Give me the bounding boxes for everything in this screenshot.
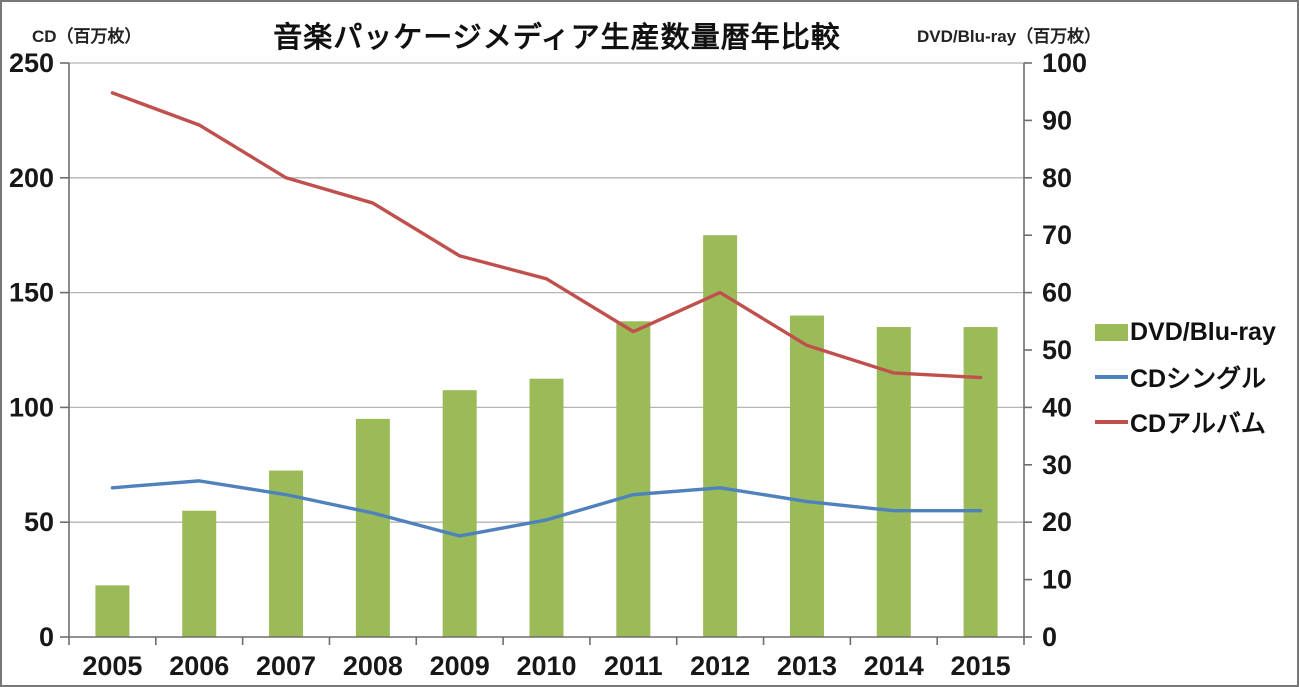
x-axis-label-2005: 2005 — [82, 651, 142, 681]
bar-2005 — [95, 585, 130, 637]
left-axis-tick-label: 50 — [24, 507, 54, 537]
x-axis-label-2009: 2009 — [430, 651, 490, 681]
legend-item-cd-single: CDシングル — [1095, 362, 1267, 393]
right-axis-tick-label: 0 — [1042, 622, 1057, 652]
right-axis-title: DVD/Blu-ray（百万枚） — [917, 27, 1102, 46]
left-axis-tick-label: 150 — [9, 278, 54, 308]
x-axis-label-2011: 2011 — [604, 651, 663, 681]
right-axis-tick-label: 100 — [1042, 48, 1087, 78]
right-axis-tick-label: 60 — [1042, 278, 1072, 308]
bar-2009 — [442, 390, 477, 637]
x-axis-label-2010: 2010 — [516, 651, 576, 681]
legend-item-dvd-bluray: DVD/Blu-ray — [1095, 317, 1276, 347]
right-axis-tick-label: 20 — [1042, 507, 1072, 537]
left-axis-title: CD（百万枚） — [32, 27, 142, 46]
bar-2008 — [355, 418, 390, 637]
bar-2011 — [616, 321, 651, 637]
x-axis-label-2007: 2007 — [256, 651, 316, 681]
legend-label-cd-single: CDシングル — [1130, 365, 1267, 393]
bar-2013 — [789, 315, 824, 637]
left-axis-tick-label: 250 — [9, 48, 54, 78]
cd-single-line-swatch-icon — [1095, 375, 1128, 379]
left-axis-tick-label: 100 — [9, 392, 54, 422]
x-axis-label-2012: 2012 — [690, 651, 750, 681]
dvd-bluray-swatch-icon — [1095, 323, 1128, 341]
cd-album-line-swatch-icon — [1095, 420, 1128, 424]
x-axis-label-2008: 2008 — [343, 651, 403, 681]
legend-label-dvd-bluray: DVD/Blu-ray — [1130, 317, 1276, 346]
right-axis-tick-label: 10 — [1042, 565, 1072, 595]
x-axis-label-2014: 2014 — [864, 651, 924, 681]
legend-label-cd-album: CDアルバム — [1130, 410, 1266, 438]
right-axis-tick-label: 90 — [1042, 105, 1072, 135]
right-axis-tick-label: 30 — [1042, 450, 1072, 480]
left-axis-tick-label: 200 — [9, 163, 54, 193]
right-axis-tick-label: 80 — [1042, 163, 1072, 193]
x-axis-label-2015: 2015 — [951, 651, 1011, 681]
right-axis-tick-label: 50 — [1042, 335, 1072, 365]
bar-2015 — [963, 327, 998, 637]
left-axis-tick-label: 0 — [39, 622, 54, 652]
line-series-cd-single — [110, 479, 983, 538]
line-series-cd-album — [110, 91, 983, 380]
x-axis-label-2006: 2006 — [169, 651, 229, 681]
x-axis-label-2013: 2013 — [777, 651, 837, 681]
bar-2006 — [182, 510, 217, 637]
chart-title: 音楽パッケージメディア生産数量暦年比較 — [273, 22, 841, 54]
bar-2010 — [529, 378, 564, 637]
legend-item-cd-album: CDアルバム — [1095, 407, 1266, 438]
bar-2014 — [876, 327, 911, 637]
right-axis-tick-label: 70 — [1042, 220, 1072, 250]
bar-2012 — [703, 235, 738, 637]
right-axis-tick-label: 40 — [1042, 392, 1072, 422]
